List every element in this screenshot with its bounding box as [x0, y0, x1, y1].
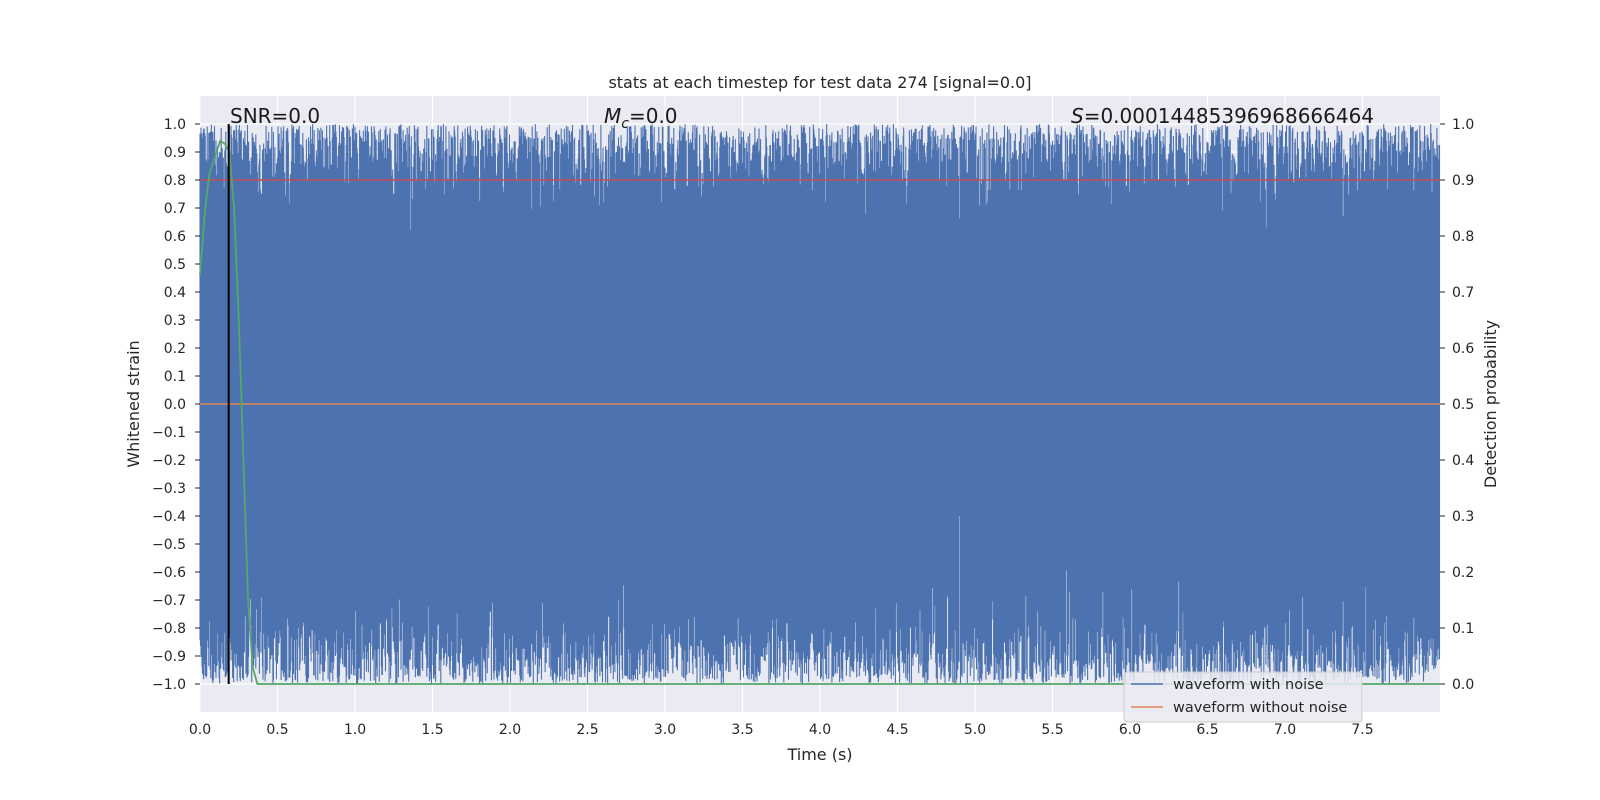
y-tick-label: −0.1 [152, 425, 186, 441]
y2-tick-label: 0.4 [1452, 453, 1474, 469]
y-axis-label: Whitened strain [124, 340, 143, 467]
y-tick-label: 0.8 [164, 173, 186, 189]
y2-tick-label: 0.9 [1452, 173, 1474, 189]
detection-probability-line [199, 139, 1440, 685]
mc-symbol: M [604, 104, 621, 128]
y2-tick-label: 0.2 [1452, 565, 1474, 581]
y2-tick-label: 1.0 [1452, 117, 1474, 133]
s-annotation: S=0.00014485396968666464 [1071, 104, 1374, 128]
y-tick-label: −0.7 [152, 593, 186, 609]
x-tick-label: 0.0 [189, 722, 211, 738]
s-symbol: S [1071, 104, 1084, 128]
noise-series [199, 124, 1441, 684]
y2-tick-label: 0.6 [1452, 341, 1474, 357]
y-tick-label: 0.2 [164, 341, 186, 357]
x-tick-label: 5.5 [1041, 722, 1063, 738]
x-tick-label: 2.0 [499, 722, 521, 738]
y-tick-label: −0.9 [152, 649, 186, 665]
x-axis-label: Time (s) [786, 745, 852, 764]
x-tick-label: 4.0 [809, 722, 831, 738]
lines [199, 124, 1440, 685]
x-tick-label: 7.5 [1351, 722, 1373, 738]
x-tick-label: 3.0 [654, 722, 676, 738]
x-tick-label: 4.5 [886, 722, 908, 738]
x-tick-label: 5.0 [964, 722, 986, 738]
y-tick-label: −0.2 [152, 453, 186, 469]
y2-tick-label: 0.0 [1452, 677, 1474, 693]
x-tick-label: 7.0 [1274, 722, 1296, 738]
noise-waveform-core [200, 278, 1438, 516]
y2-axis-label: Detection probability [1481, 320, 1500, 488]
legend: waveform with noise waveform without noi… [1123, 671, 1363, 723]
y2-tick-label: 0.7 [1452, 285, 1474, 301]
s-value: =0.00014485396968666464 [1084, 104, 1374, 128]
y-tick-label: −1.0 [152, 677, 186, 693]
y-tick-label: 0.5 [164, 257, 186, 273]
y2-tick-label: 0.3 [1452, 509, 1474, 525]
y-tick-label: 0.7 [164, 201, 186, 217]
legend-label-noise: waveform with noise [1173, 677, 1324, 693]
y-tick-label: −0.6 [152, 565, 186, 581]
y-tick-label: 1.0 [164, 117, 186, 133]
y2-tick-label: 0.8 [1452, 229, 1474, 245]
mc-subscript: c [621, 116, 629, 132]
x-tick-label: 3.5 [731, 722, 753, 738]
chart-title: stats at each timestep for test data 274… [608, 73, 1031, 92]
y-tick-label: −0.4 [152, 509, 186, 525]
y-tick-label: 0.4 [164, 285, 186, 301]
x-tick-label: 1.5 [421, 722, 443, 738]
x-tick-label: 2.5 [576, 722, 598, 738]
legend-box [1123, 671, 1363, 723]
mc-value: =0.0 [629, 104, 678, 128]
mc-annotation: Mc=0.0 [604, 104, 678, 132]
y-tick-label: −0.8 [152, 621, 186, 637]
ticks: 0.0 0.5 1.0 1.5 2.0 2.5 3.0 3.5 4.0 4.5 5.0 5.5 6.0 6… [152, 117, 1474, 738]
legend-label-clean: waveform without noise [1173, 700, 1347, 716]
y2-tick-label: 0.1 [1452, 621, 1474, 637]
x-tick-label: 1.0 [344, 722, 366, 738]
x-tick-label: 6.5 [1196, 722, 1218, 738]
x-tick-label: 6.0 [1119, 722, 1141, 738]
y-tick-label: −0.3 [152, 481, 186, 497]
y-tick-label: 0.0 [164, 397, 186, 413]
y2-tick-label: 0.5 [1452, 397, 1474, 413]
y-tick-label: −0.5 [152, 537, 186, 553]
y-tick-label: 0.6 [164, 229, 186, 245]
y-tick-label: 0.3 [164, 313, 186, 329]
y-tick-label: 0.1 [164, 369, 186, 385]
y-tick-label: 0.9 [164, 145, 186, 161]
x-tick-label: 0.5 [266, 722, 288, 738]
snr-annotation: SNR=0.0 [230, 104, 320, 128]
